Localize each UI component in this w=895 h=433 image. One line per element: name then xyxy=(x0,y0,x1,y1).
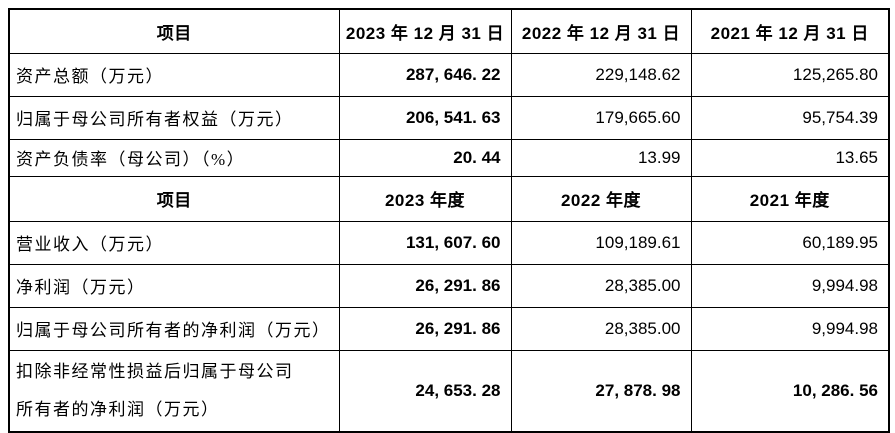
value-2023: 20. 44 xyxy=(338,138,512,177)
item-header-cell: 项目 xyxy=(8,175,340,222)
table-row-net-profit: 净利润（万元） 26, 291. 86 28,385.00 9,994.98 xyxy=(8,263,890,308)
row-label: 归属于母公司所有者权益（万元） xyxy=(8,95,340,140)
value-2022: 28,385.00 xyxy=(510,306,692,351)
value-2023: 206, 541. 63 xyxy=(338,95,512,140)
table-row-parent-equity: 归属于母公司所有者权益（万元） 206, 541. 63 179,665.60 … xyxy=(8,95,890,140)
period-header-2021: 2021 年度 xyxy=(690,175,890,222)
table-row-parent-net-profit: 归属于母公司所有者的净利润（万元） 26, 291. 86 28,385.00 … xyxy=(8,306,890,351)
value-2023: 26, 291. 86 xyxy=(338,263,512,308)
value-2021: 10, 286. 56 xyxy=(690,349,890,433)
value-2023: 24, 653. 28 xyxy=(338,349,512,433)
row-label: 资产负债率（母公司）（%） xyxy=(8,138,340,177)
row-label: 扣除非经常性损益后归属于母公司 所有者的净利润（万元） xyxy=(8,349,340,433)
table-row-total-assets: 资产总额（万元） 287, 646. 22 229,148.62 125,265… xyxy=(8,52,890,97)
row-label: 归属于母公司所有者的净利润（万元） xyxy=(8,306,340,351)
value-2022: 13.99 xyxy=(510,138,692,177)
value-2021: 9,994.98 xyxy=(690,306,890,351)
value-2022: 109,189.61 xyxy=(510,220,692,265)
period-header-2022: 2022 年度 xyxy=(510,175,692,222)
period-header-2022-12-31: 2022 年 12 月 31 日 xyxy=(510,8,692,54)
financial-summary-table: 项目 2023 年 12 月 31 日 2022 年 12 月 31 日 202… xyxy=(8,8,890,433)
value-2023: 287, 646. 22 xyxy=(338,52,512,97)
row-label: 资产总额（万元） xyxy=(8,52,340,97)
table-row-revenue: 营业收入（万元） 131, 607. 60 109,189.61 60,189.… xyxy=(8,220,890,265)
value-2023: 26, 291. 86 xyxy=(338,306,512,351)
period-header-2021-12-31: 2021 年 12 月 31 日 xyxy=(690,8,890,54)
table-row-debt-ratio: 资产负债率（母公司）（%） 20. 44 13.99 13.65 xyxy=(8,138,890,177)
value-2022: 27, 878. 98 xyxy=(510,349,692,433)
period-header-2023: 2023 年度 xyxy=(338,175,512,222)
item-header-cell: 项目 xyxy=(8,8,340,54)
row-label: 营业收入（万元） xyxy=(8,220,340,265)
row-label-line-2: 所有者的净利润（万元） xyxy=(16,399,220,419)
value-2021: 60,189.95 xyxy=(690,220,890,265)
value-2021: 95,754.39 xyxy=(690,95,890,140)
balance-sheet-header-row: 项目 2023 年 12 月 31 日 2022 年 12 月 31 日 202… xyxy=(8,8,890,54)
row-label: 净利润（万元） xyxy=(8,263,340,308)
income-statement-header-row: 项目 2023 年度 2022 年度 2021 年度 xyxy=(8,175,890,222)
value-2022: 28,385.00 xyxy=(510,263,692,308)
value-2021: 13.65 xyxy=(690,138,890,177)
table-row-non-recurring-net-profit: 扣除非经常性损益后归属于母公司 所有者的净利润（万元） 24, 653. 28 … xyxy=(8,349,890,433)
value-2022: 229,148.62 xyxy=(510,52,692,97)
row-label-line-1: 扣除非经常性损益后归属于母公司 xyxy=(16,361,294,381)
value-2021: 125,265.80 xyxy=(690,52,890,97)
value-2021: 9,994.98 xyxy=(690,263,890,308)
period-header-2023-12-31: 2023 年 12 月 31 日 xyxy=(338,8,512,54)
value-2023: 131, 607. 60 xyxy=(338,220,512,265)
value-2022: 179,665.60 xyxy=(510,95,692,140)
